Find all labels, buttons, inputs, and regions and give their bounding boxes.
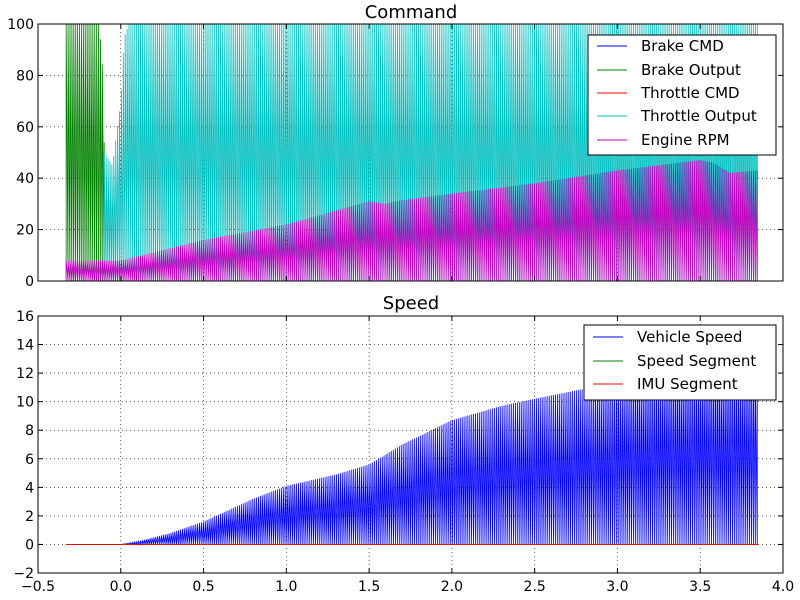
speed-ytick-label: 2 bbox=[25, 509, 34, 525]
command-ticks: 0 20 40 60 80 100 bbox=[7, 17, 784, 290]
command-ytick-label: 40 bbox=[16, 171, 34, 187]
speed-ytick-label: 0 bbox=[25, 537, 34, 553]
command-series-engine-rpm bbox=[65, 160, 758, 282]
command-ytick-label: 60 bbox=[16, 120, 34, 136]
legend-label-vehicle-speed: Vehicle Speed bbox=[637, 328, 742, 346]
speed-xtick-label: 0.0 bbox=[110, 579, 132, 595]
speed-xtick-label: 3.0 bbox=[606, 579, 628, 595]
command-legend-box bbox=[587, 34, 777, 156]
legend-label-imu-segment: IMU Segment bbox=[637, 375, 738, 393]
command-ytick-label: 100 bbox=[7, 17, 34, 33]
speed-xtick-label: 2.5 bbox=[524, 579, 546, 595]
speed-ytick-label: 16 bbox=[16, 309, 34, 325]
speed-xtick-label: 1.0 bbox=[275, 579, 297, 595]
legend-label-throttle-cmd: Throttle CMD bbox=[640, 84, 740, 102]
speed-xtick-label: 2.0 bbox=[441, 579, 463, 595]
command-ytick-label: 80 bbox=[16, 68, 34, 84]
command-ytick-label: 0 bbox=[25, 274, 34, 290]
speed-ytick-label: 4 bbox=[25, 480, 34, 496]
speed-ytick-label: 8 bbox=[25, 423, 34, 439]
legend-label-brake-output: Brake Output bbox=[641, 61, 741, 79]
speed-legend: Vehicle Speed Speed Segment IMU Segment bbox=[583, 324, 777, 401]
legend-label-engine-rpm: Engine RPM bbox=[641, 131, 730, 149]
speed-title: Speed bbox=[383, 293, 439, 314]
speed-axes-frame bbox=[37, 315, 784, 574]
command-series-brake-output bbox=[65, 23, 105, 282]
speed-ytick-label: 12 bbox=[16, 366, 34, 382]
legend-label-speed-segment: Speed Segment bbox=[637, 352, 756, 370]
speed-xtick-label: 1.5 bbox=[358, 579, 380, 595]
command-title: Command bbox=[365, 2, 458, 23]
speed-panel: Speed −2 0 2 4 6 8 10 12 14 16 −0.5 0.0 0.5 1.0 1.5 2.0… bbox=[13, 293, 794, 595]
speed-ytick-label: 14 bbox=[16, 338, 34, 354]
speed-ticks: −2 0 2 4 6 8 10 12 14 16 −0.5 0.0 0.5 1.0 1.5 2.0 2.5 3.0… bbox=[13, 309, 794, 595]
command-legend: Brake CMD Brake Output Throttle CMD Thro… bbox=[587, 34, 777, 156]
speed-xtick-label: 4.0 bbox=[772, 579, 794, 595]
speed-xtick-label: 3.5 bbox=[689, 579, 711, 595]
command-ytick-label: 20 bbox=[16, 223, 34, 239]
legend-label-brake-cmd: Brake CMD bbox=[641, 37, 724, 55]
speed-ytick-label: 10 bbox=[16, 395, 34, 411]
speed-ytick-label: −2 bbox=[13, 566, 34, 582]
speed-xtick-label: −0.5 bbox=[21, 579, 55, 595]
command-axes-frame bbox=[37, 23, 784, 282]
speed-series-group bbox=[66, 365, 759, 546]
legend-label-throttle-output: Throttle Output bbox=[640, 107, 757, 125]
command-panel: Command 0 20 40 60 80 100 Brake CMD Brake Out… bbox=[7, 2, 784, 290]
speed-ytick-label: 6 bbox=[25, 452, 34, 468]
speed-xtick-label: 0.5 bbox=[192, 579, 214, 595]
